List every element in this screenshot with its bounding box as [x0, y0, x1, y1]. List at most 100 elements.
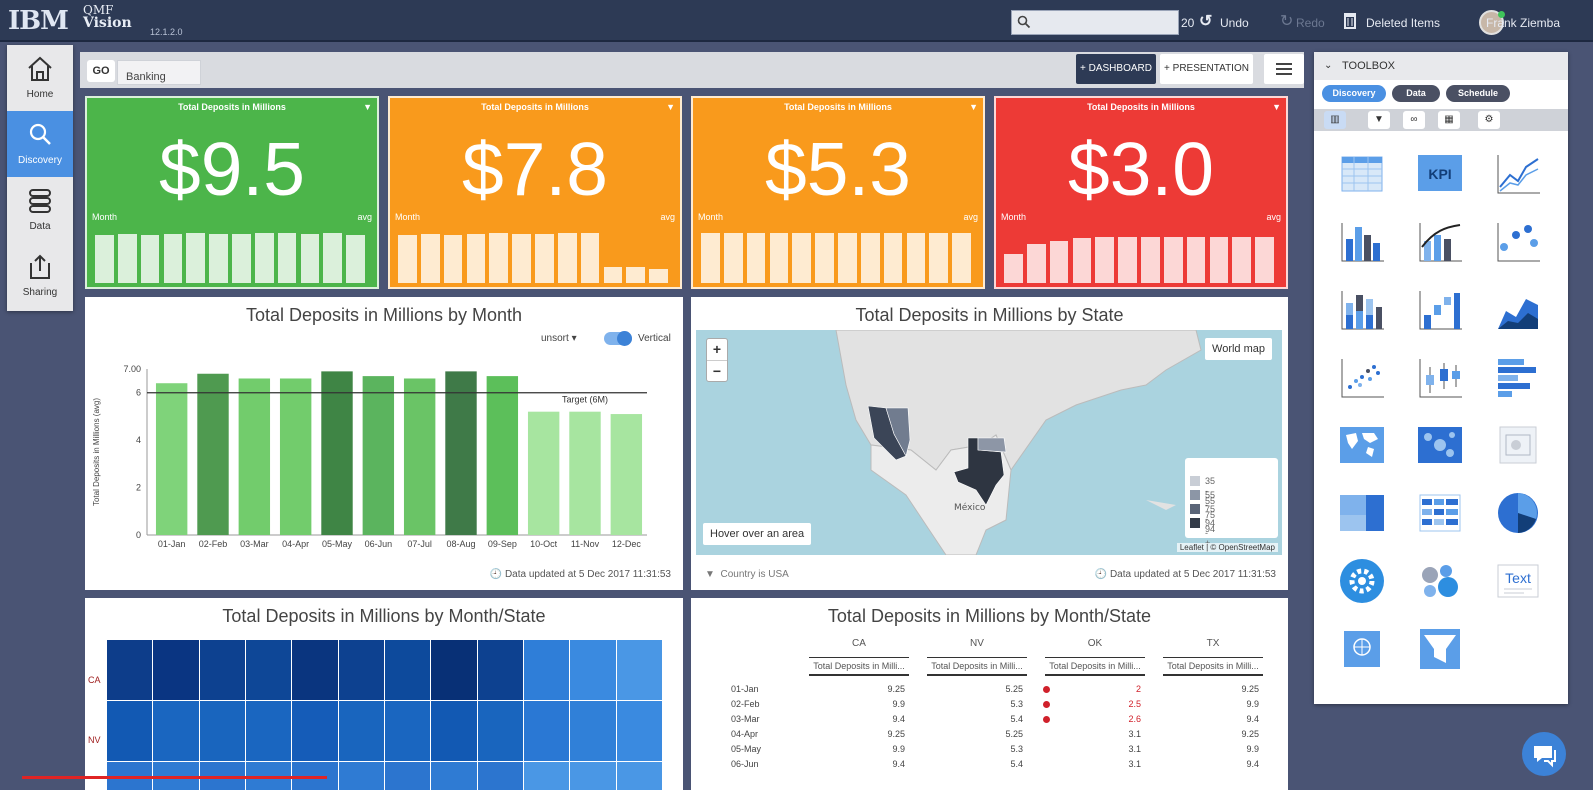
- area-chart-viz-icon[interactable]: [1494, 285, 1542, 333]
- add-dashboard-button[interactable]: + DASHBOARD: [1076, 54, 1156, 84]
- heatmap-cell[interactable]: [107, 640, 153, 700]
- funnel-viz-icon[interactable]: [1416, 625, 1464, 673]
- combo-chart-viz-icon[interactable]: [1416, 217, 1464, 265]
- kpi-tile-1[interactable]: Total Deposits in Millions ▼ $9.5 Month …: [85, 96, 379, 289]
- bubble-cluster-viz-icon[interactable]: [1416, 557, 1464, 605]
- search-input[interactable]: [1011, 10, 1179, 35]
- video-progress-bar[interactable]: [22, 776, 327, 779]
- choropleth-map[interactable]: México + − World map Hover over an area …: [696, 330, 1282, 555]
- stacked-bar-viz-icon[interactable]: [1338, 285, 1386, 333]
- tab-banking[interactable]: Banking: [117, 60, 201, 85]
- heatmap-cell[interactable]: [199, 640, 245, 700]
- pie-chart-viz-icon[interactable]: [1494, 489, 1542, 537]
- add-presentation-button[interactable]: + PRESENTATION: [1160, 54, 1253, 84]
- toolbox-tab-data[interactable]: Data: [1392, 85, 1440, 102]
- table-viz-icon[interactable]: [1338, 149, 1386, 197]
- sort-dropdown[interactable]: unsort ▾: [541, 333, 577, 344]
- country-filter[interactable]: ▼ Country is USA: [705, 569, 789, 580]
- web-page-viz-icon[interactable]: [1338, 625, 1386, 673]
- zoom-out-button[interactable]: −: [707, 360, 727, 382]
- heatmap-cell[interactable]: [338, 762, 384, 790]
- chart-category-icon[interactable]: ▥: [1324, 111, 1346, 129]
- heatmap-cell[interactable]: [292, 640, 338, 700]
- heatmap-cell[interactable]: [616, 762, 662, 790]
- kpi-tile-2[interactable]: Total Deposits in Millions ▼ $7.8 Month …: [388, 96, 682, 289]
- toolbox-header[interactable]: ⌄ TOOLBOX: [1314, 52, 1568, 80]
- heatmap-cell[interactable]: [385, 640, 431, 700]
- heatmap-cell[interactable]: [292, 701, 338, 761]
- heatmap-cell[interactable]: [477, 701, 523, 761]
- heatmap-cell[interactable]: [431, 701, 477, 761]
- filter-icon[interactable]: ▼: [1272, 102, 1281, 112]
- hamburger-menu-button[interactable]: [1264, 54, 1304, 84]
- heatmap-cell[interactable]: [616, 640, 662, 700]
- heatmap-cell[interactable]: [153, 701, 199, 761]
- filter-icon[interactable]: ▼: [969, 102, 978, 112]
- kpi-viz-icon[interactable]: KPI: [1416, 149, 1464, 197]
- heatmap-cell[interactable]: [385, 701, 431, 761]
- nav-home[interactable]: Home: [7, 45, 73, 111]
- map-attribution[interactable]: Leaflet | © OpenStreetMap: [1176, 543, 1278, 552]
- heatmap-cell[interactable]: [570, 762, 616, 790]
- nav-sharing[interactable]: Sharing: [7, 243, 73, 309]
- heatmap-cell[interactable]: [524, 640, 570, 700]
- heatmap-cell[interactable]: [477, 640, 523, 700]
- heatmap-cell[interactable]: [246, 701, 292, 761]
- bar-chart-glyph: [1341, 223, 1384, 262]
- grid-category-icon[interactable]: ▦: [1438, 111, 1460, 129]
- heatmap-cell[interactable]: [246, 640, 292, 700]
- kpi-tile-3[interactable]: Total Deposits in Millions ▼ $5.3 Month …: [691, 96, 985, 289]
- deleted-items-button[interactable]: Deleted Items: [1366, 16, 1441, 30]
- filter-icon[interactable]: ▼: [363, 102, 372, 112]
- toolbox-tab-schedule[interactable]: Schedule: [1446, 85, 1510, 102]
- bar-chart-viz-icon[interactable]: [1338, 217, 1386, 265]
- user-name[interactable]: Frank Ziemba: [1486, 16, 1561, 30]
- heatmap-cell[interactable]: [570, 701, 616, 761]
- orientation-toggle[interactable]: [604, 331, 632, 346]
- bubble-scatter-viz-icon[interactable]: [1338, 353, 1386, 401]
- line-chart-viz-icon[interactable]: [1494, 149, 1542, 197]
- gear-viz-icon[interactable]: [1338, 557, 1386, 605]
- chevron-down-icon[interactable]: ⌄: [1324, 60, 1333, 71]
- zoom-in-button[interactable]: +: [712, 341, 722, 357]
- heatmap-cell[interactable]: [338, 640, 384, 700]
- heatmap-cell[interactable]: [570, 640, 616, 700]
- chat-button[interactable]: [1522, 732, 1566, 776]
- heatmap-cell[interactable]: [431, 762, 477, 790]
- nav-data[interactable]: Data: [7, 177, 73, 243]
- heatmap-cell[interactable]: [107, 701, 153, 761]
- treemap-viz-icon[interactable]: [1338, 489, 1386, 537]
- heatmap-cell[interactable]: [338, 701, 384, 761]
- link-icon[interactable]: GO: [87, 60, 115, 82]
- undo-button[interactable]: Undo: [1220, 16, 1249, 30]
- horizontal-bar-viz-icon[interactable]: [1494, 353, 1542, 401]
- heatmap-cell[interactable]: [199, 701, 245, 761]
- world-map-button[interactable]: World map: [1205, 338, 1272, 360]
- settings-category-icon[interactable]: ⚙: [1478, 111, 1500, 129]
- toolbox-tab-discovery[interactable]: Discovery: [1322, 85, 1386, 102]
- scatter-plot-viz-icon[interactable]: [1494, 217, 1542, 265]
- link-category-icon[interactable]: ∞: [1403, 111, 1425, 129]
- redo-button[interactable]: Redo: [1296, 16, 1325, 30]
- heatmap-cell[interactable]: [477, 762, 523, 790]
- heatmap-cell[interactable]: [616, 701, 662, 761]
- heatmap-cell[interactable]: [524, 762, 570, 790]
- heatmap-cell[interactable]: [431, 640, 477, 700]
- undo-icon[interactable]: ↺: [1199, 13, 1213, 30]
- heatmap-cell[interactable]: [524, 701, 570, 761]
- custom-map-viz-icon[interactable]: [1494, 421, 1542, 469]
- kpi-tile-4[interactable]: Total Deposits in Millions ▼ $3.0 Month …: [994, 96, 1288, 289]
- waterfall-viz-icon[interactable]: [1416, 285, 1464, 333]
- heatmap-cell[interactable]: [153, 640, 199, 700]
- text-viz-icon[interactable]: Text: [1494, 557, 1542, 605]
- nav-discovery[interactable]: Discovery: [7, 111, 73, 177]
- filter-icon[interactable]: ▼: [666, 102, 675, 112]
- box-plot-viz-icon[interactable]: [1416, 353, 1464, 401]
- heatmap-cell[interactable]: [385, 762, 431, 790]
- trash-icon[interactable]: [1343, 11, 1357, 29]
- heatmap-viz-icon[interactable]: [1416, 489, 1464, 537]
- add-dashboard-label: DASHBOARD: [1088, 63, 1152, 74]
- world-map-viz-icon[interactable]: [1338, 421, 1386, 469]
- bubble-map-viz-icon[interactable]: [1416, 421, 1464, 469]
- filter-category-icon[interactable]: ▼: [1368, 111, 1390, 129]
